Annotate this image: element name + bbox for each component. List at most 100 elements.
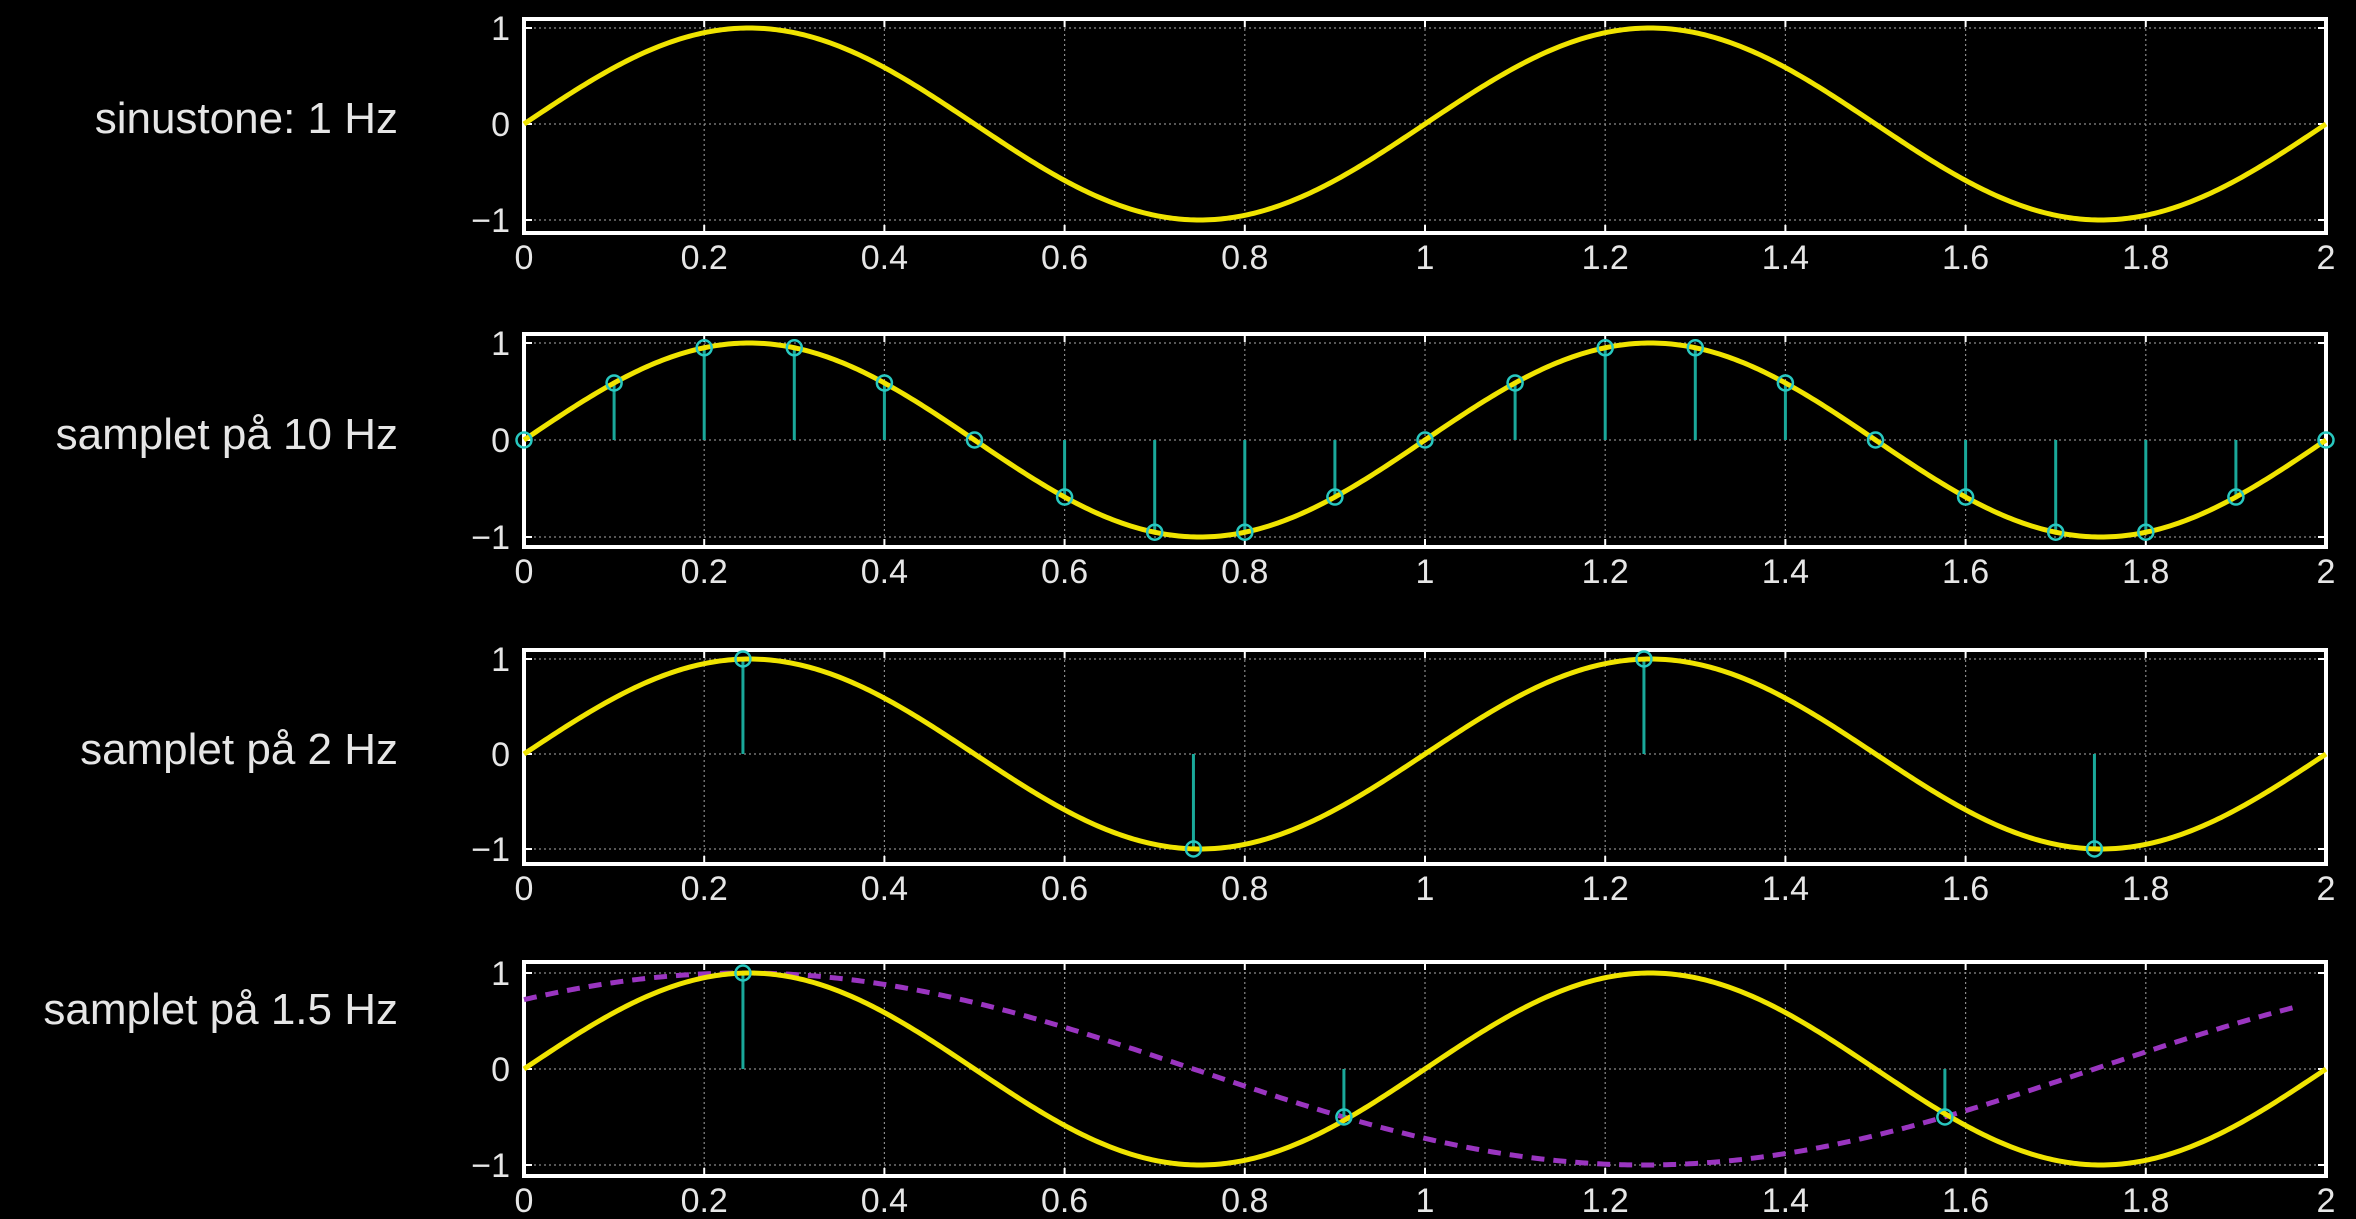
y-tick-label: 0 bbox=[491, 736, 510, 774]
sample-point bbox=[605, 374, 623, 392]
sample-point bbox=[2046, 523, 2065, 541]
x-tick-label: 0.8 bbox=[1221, 239, 1268, 277]
x-tick-label: 0.2 bbox=[681, 870, 728, 908]
sample-point bbox=[1635, 650, 1653, 668]
sample-point bbox=[695, 339, 713, 357]
y-tick-label: 1 bbox=[491, 325, 510, 363]
sample-stems bbox=[612, 347, 2238, 533]
signal-series-line bbox=[522, 970, 2328, 1168]
x-tick-label: 1 bbox=[1416, 239, 1435, 277]
sample-point bbox=[1335, 1108, 1353, 1126]
x-tick-label: 1.6 bbox=[1942, 553, 1989, 591]
x-tick-label: 0.6 bbox=[1041, 1182, 1088, 1219]
x-tick-label: 1.8 bbox=[2122, 870, 2169, 908]
x-tick-label: 1.2 bbox=[1582, 239, 1629, 277]
sample-point bbox=[875, 374, 894, 392]
y-tick-label: 1 bbox=[491, 955, 510, 993]
x-tick-label: 1.4 bbox=[1762, 1182, 1809, 1219]
alias-series-line bbox=[523, 970, 2300, 1168]
y-tick-label: 1 bbox=[491, 641, 510, 679]
sample-point bbox=[1686, 339, 1705, 357]
x-tick-label: 0.4 bbox=[861, 239, 908, 277]
x-tick-label: 1 bbox=[1416, 1182, 1435, 1219]
sample-point bbox=[2085, 840, 2104, 858]
sample-point bbox=[1956, 488, 1975, 506]
sample-point bbox=[1936, 1108, 1954, 1126]
y-tick-label: −1 bbox=[471, 831, 510, 869]
sample-point bbox=[785, 339, 804, 357]
y-tick-label: 1 bbox=[491, 10, 510, 48]
x-axis: 0 0.2 0.4 0.6 0.8 1 1.2 1.4 1.6 1.8 2 bbox=[515, 650, 2336, 908]
sample-markers bbox=[734, 650, 2104, 858]
sample-stems bbox=[741, 659, 2096, 849]
panel-sampled-10hz: samplet på 10 Hz 0 0.2 0.4 0.6 0.8 1 1.2 1.4 1.6… bbox=[56, 325, 2336, 591]
x-tick-label: 0.4 bbox=[861, 553, 908, 591]
x-tick-label: 0.6 bbox=[1041, 553, 1088, 591]
x-tick-label: 0.6 bbox=[1041, 870, 1088, 908]
x-tick-label: 2 bbox=[2317, 239, 2336, 277]
y-axis: 1 0 −1 bbox=[471, 955, 2326, 1185]
sample-point bbox=[1416, 431, 1434, 449]
sample-point bbox=[2227, 488, 2245, 506]
sample-point bbox=[734, 650, 752, 668]
sample-point bbox=[1596, 339, 1614, 357]
x-tick-label: 0 bbox=[515, 1182, 534, 1219]
x-tick-label: 1.4 bbox=[1762, 553, 1809, 591]
row-label-sampled-2hz: samplet på 2 Hz bbox=[80, 725, 398, 774]
sample-point bbox=[2137, 523, 2155, 541]
sample-point bbox=[734, 964, 752, 982]
sample-point bbox=[2317, 431, 2335, 449]
y-axis: 1 0 −1 bbox=[471, 325, 2326, 557]
x-tick-label: 0.8 bbox=[1221, 1182, 1268, 1219]
x-tick-label: 1.2 bbox=[1582, 870, 1629, 908]
panel-sinustone: sinustone: 1 Hz 0 0.2 0.4 0.6 0.8 1 1.2 1.4 1.6 1… bbox=[95, 10, 2336, 277]
x-tick-label: 0.2 bbox=[681, 1182, 728, 1219]
x-tick-label: 1.6 bbox=[1942, 870, 1989, 908]
sample-point bbox=[1776, 374, 1795, 392]
sample-markers bbox=[515, 339, 2335, 541]
x-tick-label: 1.4 bbox=[1762, 870, 1809, 908]
sample-point bbox=[515, 431, 533, 449]
x-tick-label: 1.2 bbox=[1582, 553, 1629, 591]
x-axis: 0 0.2 0.4 0.6 0.8 1 1.2 1.4 1.6 1.8 2 bbox=[515, 962, 2336, 1219]
x-tick-label: 0 bbox=[515, 239, 534, 277]
x-tick-label: 1.8 bbox=[2122, 553, 2169, 591]
x-tick-label: 0.4 bbox=[861, 1182, 908, 1219]
x-tick-label: 0.6 bbox=[1041, 239, 1088, 277]
x-tick-label: 0.8 bbox=[1221, 870, 1268, 908]
y-axis: 1 0 −1 bbox=[471, 10, 2326, 240]
y-tick-label: −1 bbox=[471, 519, 510, 557]
sample-point bbox=[1055, 488, 1074, 506]
x-tick-label: 0 bbox=[515, 553, 534, 591]
x-tick-label: 0.2 bbox=[681, 239, 728, 277]
x-tick-label: 0 bbox=[515, 870, 534, 908]
panel-sampled-2hz: samplet på 2 Hz 0 0.2 0.4 0.6 0.8 1 1.2 1.4 1.6 1… bbox=[80, 641, 2335, 908]
sample-point bbox=[1184, 840, 1203, 858]
sample-point bbox=[1866, 431, 1885, 449]
x-tick-label: 1.6 bbox=[1942, 1182, 1989, 1219]
x-tick-label: 0.8 bbox=[1221, 553, 1268, 591]
sample-point bbox=[965, 431, 984, 449]
signal-series-line bbox=[522, 656, 2328, 852]
x-tick-label: 1 bbox=[1416, 870, 1435, 908]
sample-point bbox=[1145, 523, 1164, 541]
y-tick-label: 0 bbox=[491, 1051, 510, 1089]
y-tick-label: 0 bbox=[491, 106, 510, 144]
row-label-sampled-10hz: samplet på 10 Hz bbox=[56, 410, 398, 459]
x-tick-label: 2 bbox=[2317, 1182, 2336, 1219]
x-tick-label: 1.6 bbox=[1942, 239, 1989, 277]
sample-point bbox=[1506, 374, 1524, 392]
y-tick-label: −1 bbox=[471, 1147, 510, 1185]
x-tick-label: 1.4 bbox=[1762, 239, 1809, 277]
signal-series-line bbox=[522, 25, 2328, 223]
y-axis: 1 0 −1 bbox=[471, 641, 2326, 869]
panel-sampled-1-5hz: samplet på 1.5 Hz 0 0.2 0.4 0.6 0.8 1 1.2 1.4 1.… bbox=[43, 955, 2335, 1219]
row-label-sinustone: sinustone: 1 Hz bbox=[95, 94, 398, 143]
x-tick-label: 1.8 bbox=[2122, 239, 2169, 277]
y-tick-label: 0 bbox=[491, 422, 510, 460]
x-axis: 0 0.2 0.4 0.6 0.8 1 1.2 1.4 1.6 1.8 2 bbox=[515, 19, 2336, 277]
sample-markers bbox=[734, 964, 1954, 1126]
x-tick-label: 2 bbox=[2317, 870, 2336, 908]
